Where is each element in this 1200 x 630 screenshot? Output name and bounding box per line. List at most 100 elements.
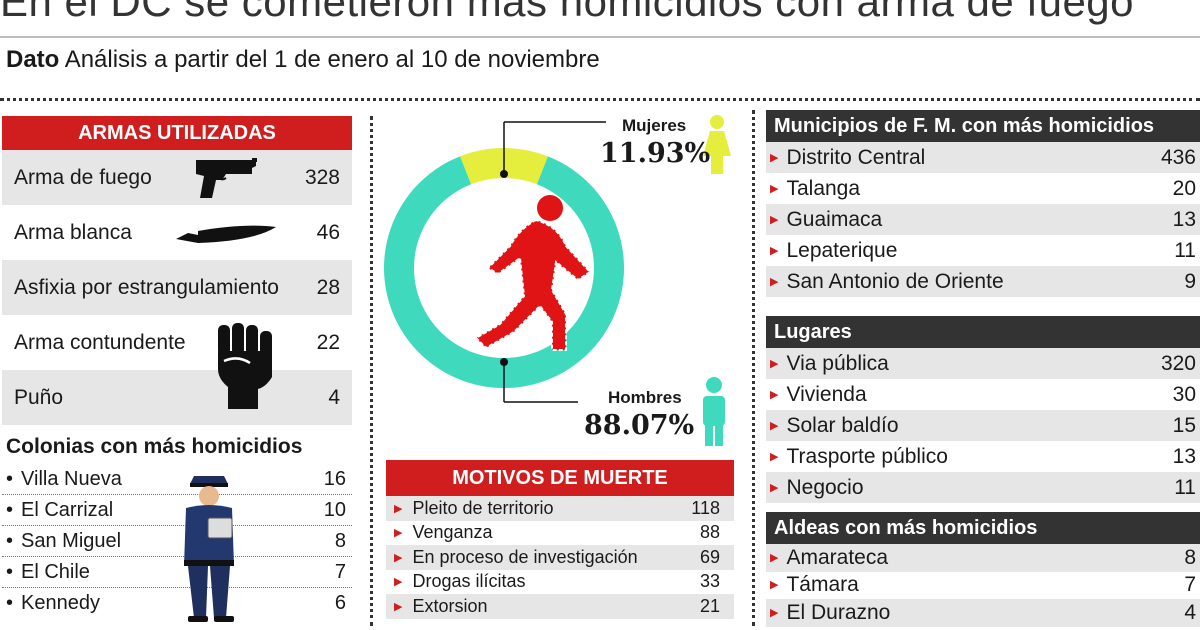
motivo-value: 88 xyxy=(699,522,720,543)
municipio-value: 20 xyxy=(1172,176,1196,200)
colonia-row: Villa Nueva 16 xyxy=(2,464,352,495)
lugar-label: Negocio xyxy=(770,476,863,500)
aldea-row: El Durazno 4 xyxy=(766,599,1200,627)
knife-icon xyxy=(176,225,276,243)
municipio-value: 9 xyxy=(1184,269,1196,293)
municipio-row: San Antonio de Oriente 9 xyxy=(766,266,1200,297)
municipio-value: 11 xyxy=(1174,238,1196,262)
female-figure-icon xyxy=(703,115,731,174)
headline: En el DC se cometieron más homicidios co… xyxy=(0,0,1135,25)
colonia-label: Kennedy xyxy=(6,592,100,615)
municipio-label: Guaimaca xyxy=(770,208,882,232)
municipio-label: Lepaterique xyxy=(770,239,897,263)
lugar-row: Vivienda 30 xyxy=(766,379,1200,410)
arma-label: Arma de fuego xyxy=(14,165,152,189)
arma-row: Puño 4 xyxy=(2,370,352,425)
municipio-row: Guaimaca 13 xyxy=(766,204,1200,235)
arma-value: 4 xyxy=(328,385,340,409)
colonia-label: Villa Nueva xyxy=(6,468,122,491)
row-divider-top xyxy=(0,98,1200,101)
pistol-icon xyxy=(196,158,257,198)
lugares-list: Via pública 320 Vivienda 30 Solar baldío 15… xyxy=(766,348,1200,503)
dato-text: Análisis a partir del 1 de enero al 10 d… xyxy=(64,46,600,73)
aldea-row: Támara 7 xyxy=(766,571,1200,599)
aldea-label: Amarateca xyxy=(770,546,888,570)
colonia-label: El Carrizal xyxy=(6,499,113,522)
motivo-label: Venganza xyxy=(394,522,492,543)
column-divider-right xyxy=(752,110,755,626)
lugar-row: Trasporte público 13 xyxy=(766,441,1200,472)
male-figure-icon xyxy=(703,377,725,446)
colonia-value: 16 xyxy=(323,467,346,490)
colonia-label: El Chile xyxy=(6,561,90,584)
motivo-label: En proceso de investigación xyxy=(394,547,637,568)
arma-label: Arma contundente xyxy=(14,330,186,354)
lugares-panel: Lugares Via pública 320 Vivienda 30 Solar … xyxy=(766,316,1200,503)
lugar-value: 11 xyxy=(1174,475,1196,499)
aldeas-panel: Aldeas con más homicidios Amarateca 8 Tám… xyxy=(766,512,1200,627)
colonia-row: San Miguel 8 xyxy=(2,526,352,557)
lugar-value: 13 xyxy=(1172,444,1196,468)
colonia-row: El Chile 7 xyxy=(2,557,352,588)
municipio-row: Distrito Central 436 xyxy=(766,142,1200,173)
aldea-value: 8 xyxy=(1184,545,1196,569)
motivos-list: Pleito de territorio 118 Venganza 88 En pr… xyxy=(386,496,734,619)
police-officer-icon xyxy=(184,476,234,622)
motivo-row: Pleito de territorio 118 xyxy=(386,496,734,521)
municipio-value: 436 xyxy=(1160,145,1196,169)
mujeres-pct: 11.93% xyxy=(600,138,711,169)
municipio-row: Talanga 20 xyxy=(766,173,1200,204)
motivos-panel: MOTIVOS DE MUERTE Pleito de territorio 11… xyxy=(386,460,734,619)
arma-value: 46 xyxy=(316,220,340,244)
municipio-value: 13 xyxy=(1172,207,1196,231)
arma-row: Asfixia por estrangulamiento 28 xyxy=(2,260,352,315)
armas-title: ARMAS UTILIZADAS xyxy=(2,116,352,150)
colonia-value: 7 xyxy=(334,560,346,583)
colonia-label: San Miguel xyxy=(6,530,121,553)
lugar-label: Via pública xyxy=(770,352,888,376)
lugar-row: Negocio 11 xyxy=(766,472,1200,503)
arma-row: Arma blanca 46 xyxy=(2,205,352,260)
dato-label: Dato xyxy=(6,46,60,73)
aldea-value: 7 xyxy=(1184,573,1196,597)
aldea-label: El Durazno xyxy=(770,601,890,625)
armas-panel: ARMAS UTILIZADAS Arma de fuego 328 Arma … xyxy=(2,116,352,425)
colonia-value: 8 xyxy=(334,529,346,552)
municipios-panel: Municipios de F. M. con más homicidios D… xyxy=(766,110,1200,297)
lugar-label: Solar baldío xyxy=(770,414,898,438)
municipios-title: Municipios de F. M. con más homicidios xyxy=(766,110,1200,142)
header-divider xyxy=(0,36,1200,38)
arma-value: 28 xyxy=(316,275,340,299)
arma-row: Arma de fuego 328 xyxy=(2,150,352,205)
colonias-title: Colonias con más homicidios xyxy=(6,435,303,458)
aldea-row: Amarateca 8 xyxy=(766,544,1200,572)
municipio-label: San Antonio de Oriente xyxy=(770,270,1003,294)
motivo-row: Drogas ilícitas 33 xyxy=(386,570,734,595)
arma-label: Arma blanca xyxy=(14,220,132,244)
colonia-value: 6 xyxy=(334,592,346,614)
mujeres-label: Mujeres xyxy=(622,116,687,135)
arma-value: 22 xyxy=(316,330,340,354)
colonia-row: El Carrizal 10 xyxy=(2,495,352,526)
lugar-row: Solar baldío 15 xyxy=(766,410,1200,441)
motivo-value: 21 xyxy=(699,595,720,616)
municipios-list: Distrito Central 436 Talanga 20 Guaimaca 13… xyxy=(766,142,1200,297)
motivo-value: 69 xyxy=(699,546,720,567)
motivo-value: 118 xyxy=(691,497,720,518)
body-outline-icon xyxy=(474,195,592,351)
lugar-value: 30 xyxy=(1172,382,1196,406)
colonias-panel: Colonias con más homicidios Villa Nueva 1… xyxy=(2,432,352,622)
aldeas-list: Amarateca 8 Támara 7 El Durazno 4 xyxy=(766,544,1200,627)
donut-chart xyxy=(384,115,731,446)
motivos-title: MOTIVOS DE MUERTE xyxy=(386,460,734,496)
arma-value: 328 xyxy=(304,165,340,189)
arma-label: Asfixia por estrangulamiento xyxy=(14,275,279,299)
arma-label: Puño xyxy=(14,385,64,409)
colonia-row: Kennedy 6 xyxy=(2,588,352,619)
subtitle: Dato Análisis a partir del 1 de enero al… xyxy=(6,46,600,74)
motivo-label: Extorsion xyxy=(394,596,487,617)
motivo-label: Pleito de territorio xyxy=(394,498,553,519)
aldeas-title: Aldeas con más homicidios xyxy=(766,512,1200,544)
aldea-value: 4 xyxy=(1184,600,1196,624)
fist-icon xyxy=(218,323,272,409)
